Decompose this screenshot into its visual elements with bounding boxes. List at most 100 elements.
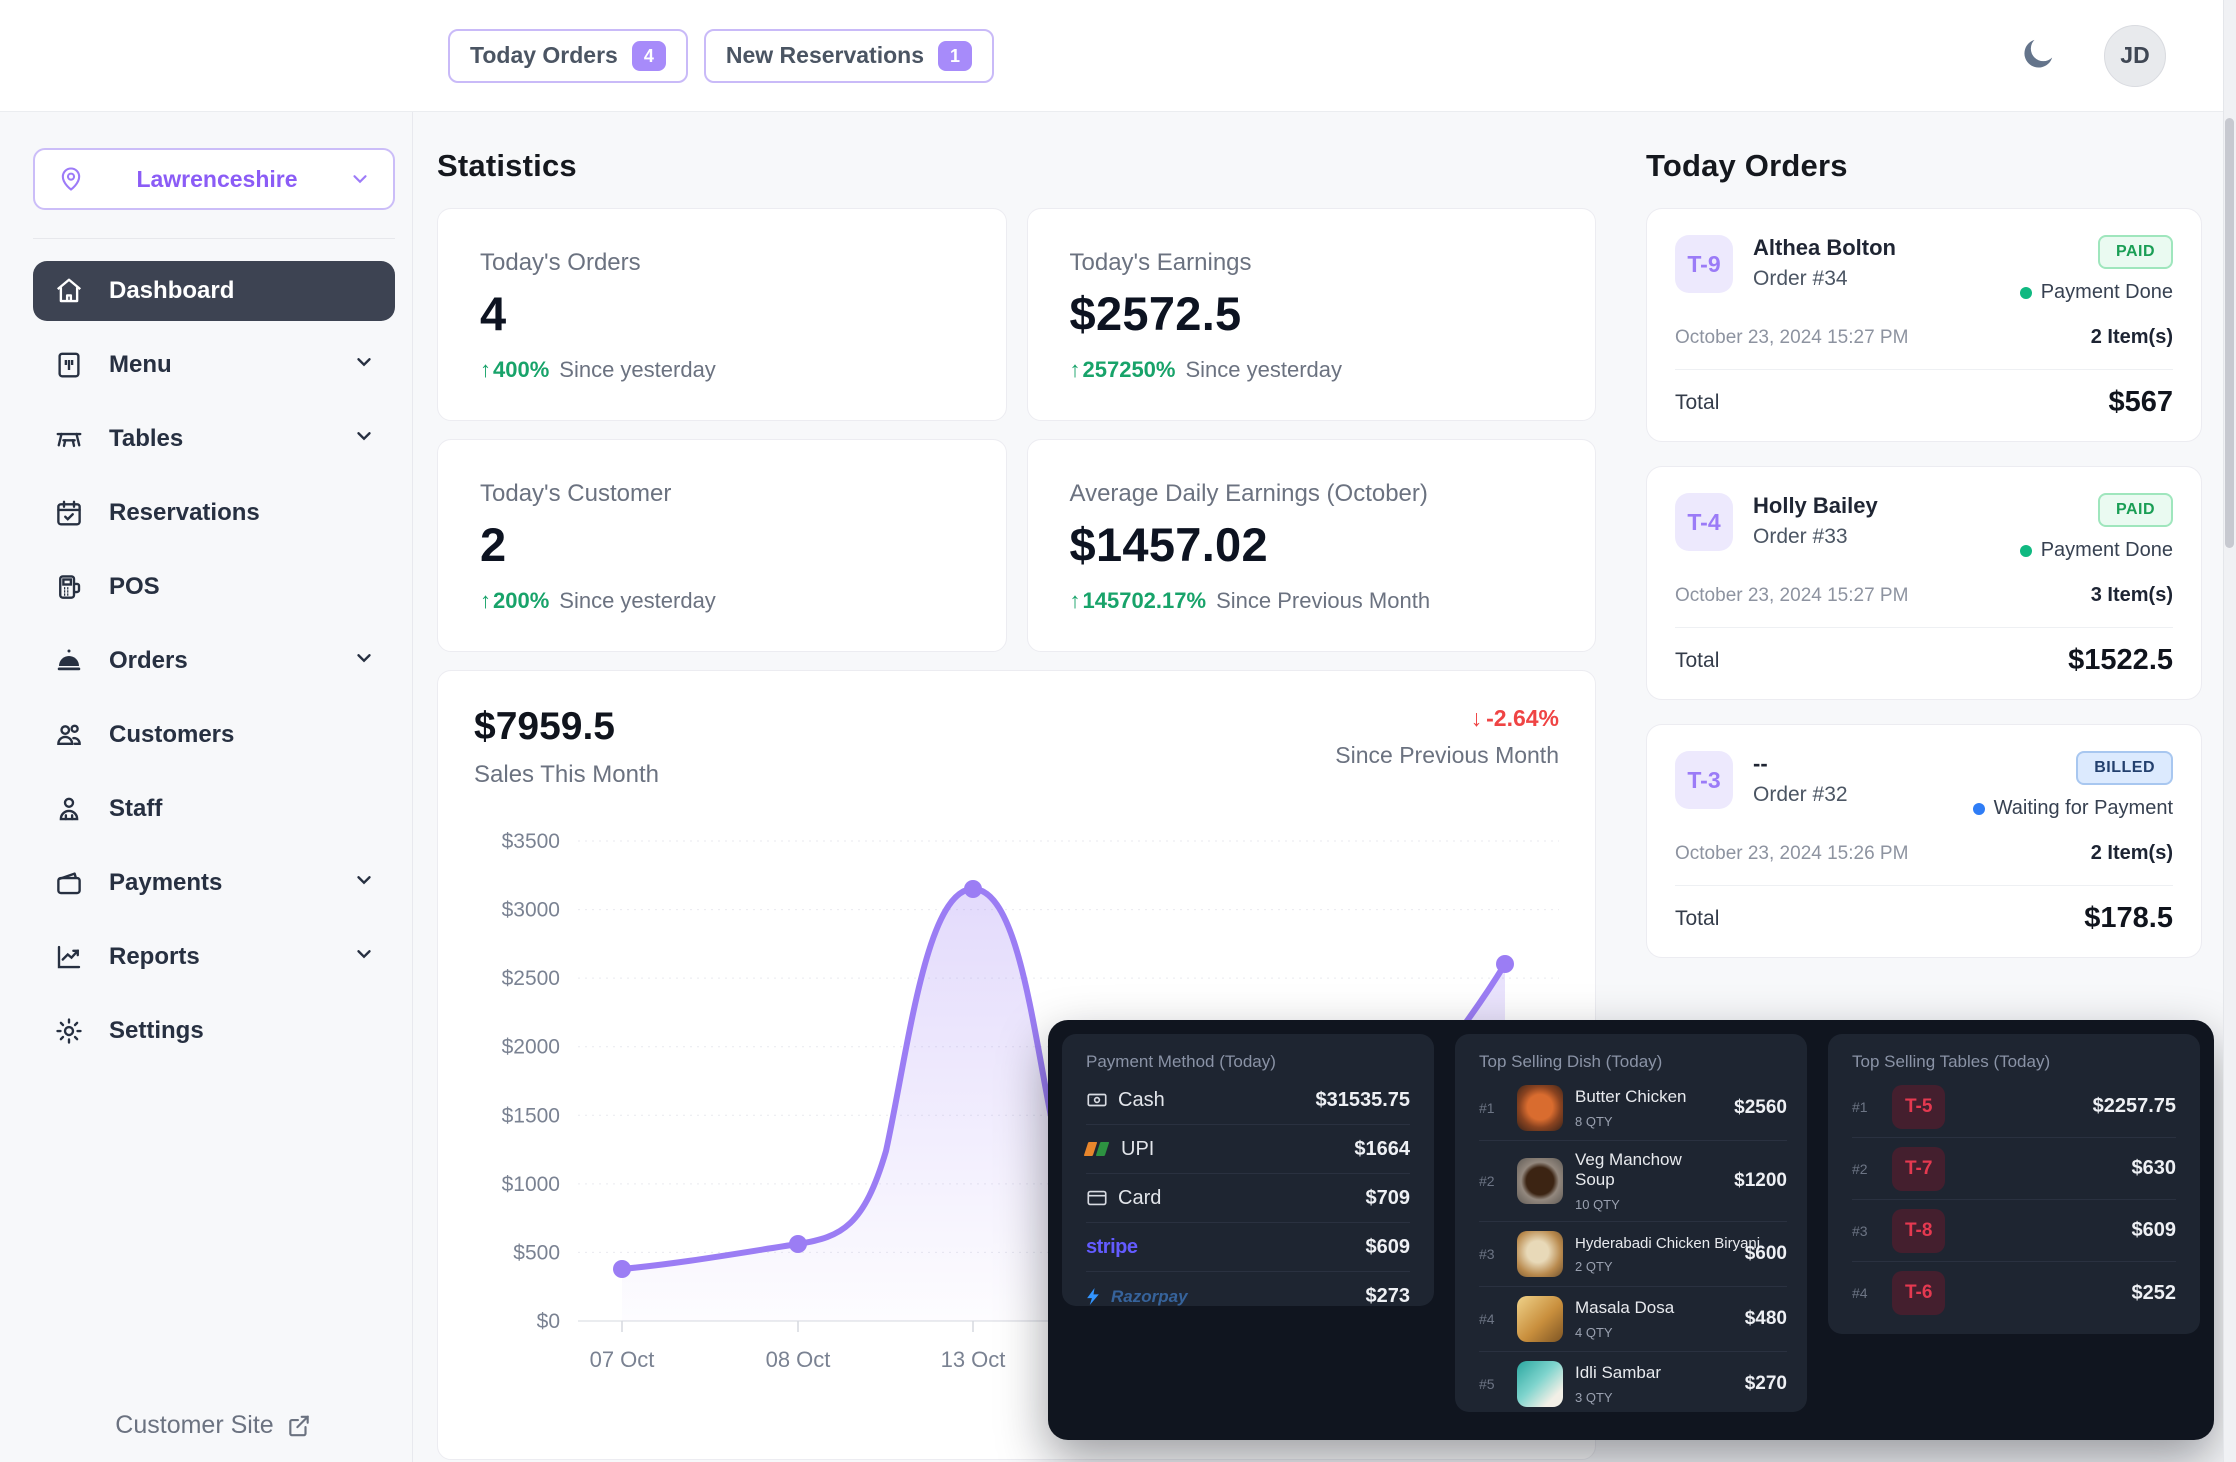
table-badge: T-5: [1892, 1084, 1946, 1129]
chart-x-labels: 07 Oct 08 Oct 13 Oct: [590, 1347, 1006, 1372]
menu-book-icon: [53, 349, 85, 381]
sidebar-item-staff[interactable]: Staff: [33, 779, 395, 839]
sidebar-item-payments[interactable]: Payments: [33, 853, 395, 913]
panel-title: Top Selling Tables (Today): [1852, 1052, 2051, 1071]
order-number: Order #34: [1753, 267, 1848, 290]
order-card: T-3 -- Order #32 BILLED Waiting for Paym…: [1646, 724, 2202, 958]
status-badge: PAID: [2097, 235, 2173, 269]
svg-text:$1000: $1000: [502, 1173, 560, 1196]
delta-note: Since yesterday: [559, 357, 716, 382]
sidebar-item-pos[interactable]: POS: [33, 557, 395, 617]
delta-note: Since yesterday: [1185, 357, 1343, 382]
stat-card-todays-customer: Today's Customer 2 ↑ 200% Since yesterday: [437, 439, 1007, 652]
table-row: #1 T-5 $2257.75: [1852, 1076, 2176, 1138]
order-datetime: October 23, 2024 15:26 PM: [1675, 842, 1909, 864]
divider: [1675, 885, 2173, 886]
cloche-icon: [53, 645, 85, 677]
payment-method-panel: Payment Method (Today) Cash $31535.75 UP…: [1062, 1034, 1434, 1307]
panel-title: Top Selling Dish (Today): [1479, 1052, 1663, 1071]
order-number: Order #32: [1753, 783, 1848, 806]
divider: [1675, 369, 2173, 370]
page-scrollbar-thumb[interactable]: [2225, 118, 2234, 548]
upi-icon: [1083, 1142, 1110, 1156]
sidebar-item-label: Menu: [109, 351, 172, 378]
dish-image: [1517, 1361, 1563, 1407]
dish-amount: $600: [1744, 1243, 1787, 1264]
stat-title: Today's Earnings: [1069, 249, 1252, 276]
sidebar-item-customers[interactable]: Customers: [33, 705, 395, 765]
sidebar-item-dashboard[interactable]: Dashboard: [33, 261, 395, 321]
stat-value: $1457.02: [1069, 518, 1268, 571]
svg-text:13 Oct: 13 Oct: [941, 1347, 1006, 1372]
calendar-check-icon: [53, 497, 85, 529]
dish-image: [1517, 1296, 1563, 1342]
customer-site-link[interactable]: Customer Site: [115, 1411, 311, 1440]
chevron-down-icon: [353, 175, 367, 184]
table-amount: $609: [2131, 1219, 2177, 1241]
order-card: T-9 Althea Bolton Order #34 PAID Payment…: [1646, 208, 2202, 442]
svg-text:$2500: $2500: [502, 967, 560, 990]
person-icon: [53, 793, 85, 825]
new-reservations-button-label: New Reservations: [725, 42, 924, 68]
payment-method-amount: $31535.75: [1315, 1088, 1410, 1111]
chart-delta-note: Since Previous Month: [1335, 742, 1559, 768]
chevron-down-icon: [353, 425, 375, 454]
order-items-count: 3 Item(s): [2090, 584, 2173, 606]
table-chip: T-4: [1675, 493, 1733, 551]
today-orders-button[interactable]: Today Orders 4: [448, 28, 688, 83]
delta-note: Since yesterday: [559, 588, 716, 613]
divider: [1675, 627, 2173, 628]
sidebar-item-label: Reservations: [109, 499, 260, 526]
sidebar-item-settings[interactable]: Settings: [33, 1001, 395, 1061]
payment-status-dot: [1972, 802, 1985, 815]
sidebar-item-menu[interactable]: Menu: [33, 335, 395, 395]
payment-method-row: Cash $31535.75: [1086, 1076, 1410, 1125]
dish-qty: 2 QTY: [1575, 1258, 1613, 1274]
table-rank: #4: [1852, 1285, 1868, 1301]
delta-up-value: ↑ 200%: [480, 588, 550, 613]
dish-amount: $1200: [1734, 1170, 1787, 1191]
today-orders-heading: Today Orders: [1646, 148, 1848, 183]
chart-line-icon: [53, 941, 85, 973]
page-scrollbar[interactable]: [2223, 0, 2236, 1462]
sidebar-item-orders[interactable]: Orders: [33, 631, 395, 691]
table-row: #3 T-8 $609: [1852, 1200, 2176, 1262]
svg-text:08 Oct: 08 Oct: [766, 1347, 831, 1372]
delta-up-value: ↑ 257250%: [1069, 357, 1176, 382]
stat-title: Today's Customer: [480, 480, 672, 507]
svg-text:$3000: $3000: [502, 899, 560, 922]
customer-name: Holly Bailey: [1753, 493, 1878, 518]
sidebar-item-tables[interactable]: Tables: [33, 409, 395, 469]
dish-qty: 4 QTY: [1575, 1325, 1613, 1340]
status-badge: BILLED: [2076, 751, 2173, 785]
chevron-down-icon: [353, 943, 375, 972]
table-badge: T-7: [1892, 1146, 1946, 1191]
razorpay-logo: Razorpay: [1111, 1286, 1188, 1306]
table-rank: #1: [1852, 1098, 1868, 1115]
sidebar-item-reports[interactable]: Reports: [33, 927, 395, 987]
payment-status-dot: [2019, 544, 2032, 557]
chevron-down-icon: [353, 647, 375, 676]
dish-image: [1517, 1231, 1563, 1277]
sidebar-item-reservations[interactable]: Reservations: [33, 483, 395, 543]
location-select[interactable]: Lawrenceshire: [33, 148, 395, 210]
status-badge: PAID: [2097, 493, 2173, 527]
body-row: Lawrenceshire Dashboard Menu: [0, 112, 2236, 1462]
dark-mode-toggle[interactable]: [2016, 34, 2060, 78]
table-row: #4 T-6 $252: [1852, 1262, 2176, 1324]
sidebar-divider: [33, 238, 395, 239]
customer-site-label: Customer Site: [115, 1411, 274, 1439]
order-items-count: 2 Item(s): [2090, 326, 2173, 348]
razorpay-bolt-icon: [1087, 1288, 1099, 1305]
total-value: $567: [2108, 386, 2173, 418]
avatar[interactable]: JD: [2104, 24, 2166, 87]
payment-method-name: UPI: [1121, 1137, 1155, 1160]
new-reservations-button[interactable]: New Reservations 1: [703, 28, 995, 83]
table-rank: #3: [1852, 1222, 1868, 1239]
wallet-icon: [53, 867, 85, 899]
sidebar-item-label: Settings: [109, 1017, 204, 1044]
sidebar-item-label: POS: [109, 573, 160, 600]
dish-name: Butter Chicken: [1575, 1087, 1687, 1106]
dish-name: Hyderabadi Chicken Biryani: [1575, 1234, 1761, 1252]
stat-card-todays-earnings: Today's Earnings $2572.5 ↑ 257250% Since …: [1026, 208, 1596, 421]
